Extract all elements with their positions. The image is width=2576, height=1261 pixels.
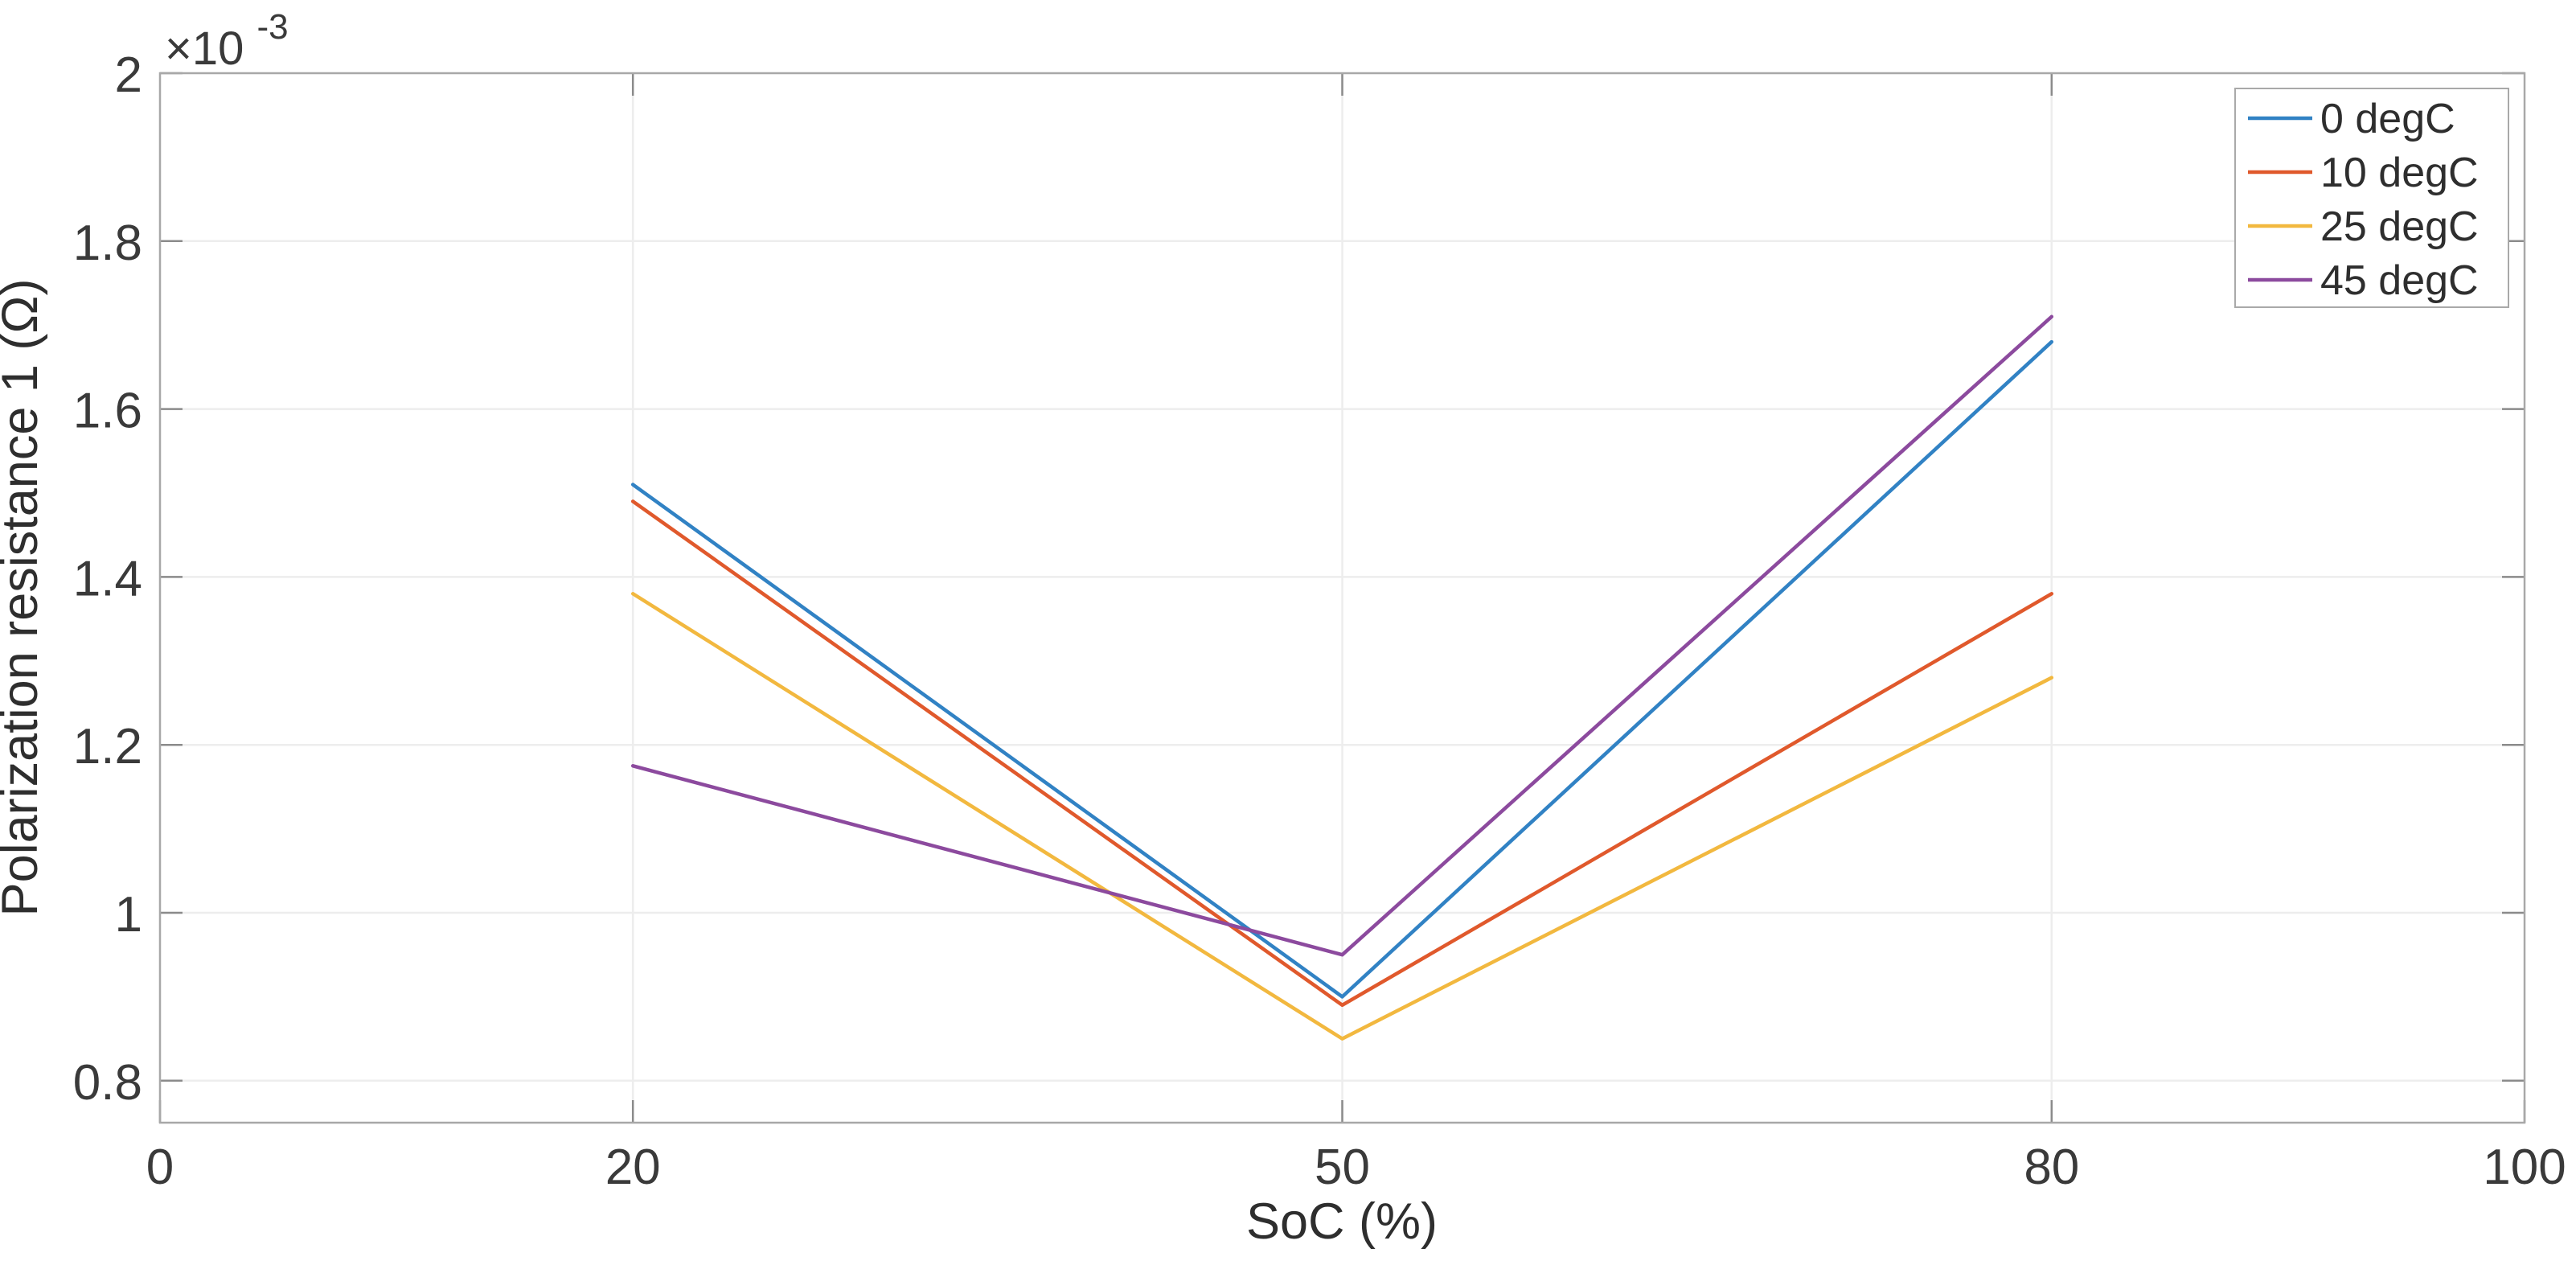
legend-label-10-degC: 10 degC [2320,150,2479,196]
y-tick-label: 1 [115,887,142,943]
series-line-10-degC [630,499,2054,1008]
tick-label-layer: 0 20 50 80 100 0.8 1 1.2 1.4 1.6 1.8 2 [73,47,2566,1195]
offset-base: ×10 [165,23,244,75]
x-tick-label: 0 [146,1140,174,1195]
axes-box-layer [158,72,2526,1124]
y-tick-label: 1.6 [73,384,142,439]
x-tick-label: 50 [1315,1140,1370,1195]
y-tick-label: 2 [115,47,142,103]
legend-label-25-degC: 25 degC [2320,203,2479,250]
axes-box [158,72,2526,1124]
legend-box [2234,88,2509,308]
y-axis-offset-label: ×10 -3 [165,7,289,75]
y-tick-label: 0.8 [73,1055,142,1111]
y-tick-label: 1.4 [73,551,142,606]
x-tick-label: 80 [2024,1140,2079,1195]
x-tick-label: 20 [605,1140,661,1195]
y-axis-label: Polarization resistance 1 (Ω) [0,279,48,917]
series-line-0-degC [630,339,2054,999]
x-tick-label: 100 [2483,1140,2566,1195]
series-line-45-degC [630,314,2054,957]
series-line-25-degC [630,592,2054,1041]
legend-label-45-degC: 45 degC [2320,257,2479,304]
legend: 0 degC 10 degC 25 degC 45 degC [2234,88,2509,308]
y-tick-label: 1.8 [73,216,142,271]
series-layer [630,314,2054,1041]
legend-label-0-degC: 0 degC [2320,96,2455,142]
grid-layer [160,73,2525,1123]
x-axis-label: SoC (%) [1246,1193,1438,1250]
y-tick-label: 1.2 [73,719,142,774]
offset-exponent: -3 [257,7,289,47]
